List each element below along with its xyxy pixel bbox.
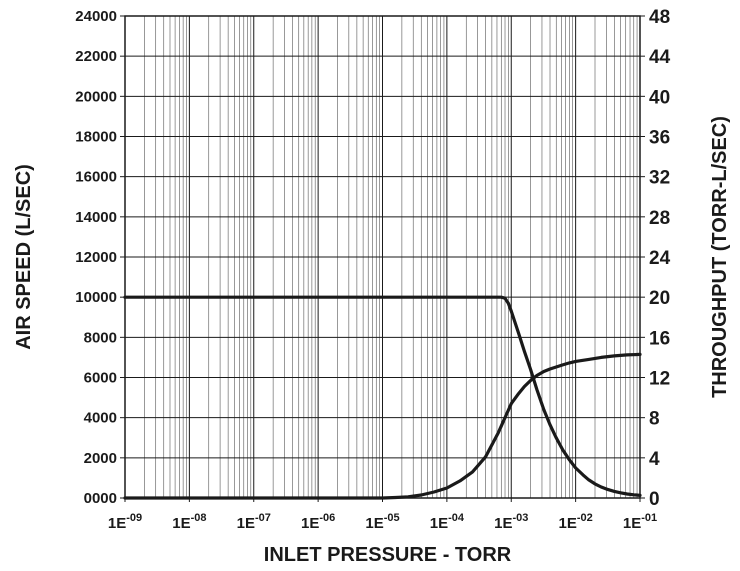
right-tick-label: 40 (649, 87, 670, 108)
x-tick-label: 1E-01 (623, 512, 657, 532)
right-tick-label: 44 (649, 47, 671, 68)
left-tick-label: 4000 (84, 410, 117, 427)
y2-axis-title: THROUGHPUT (TORR-L/SEC) (709, 116, 731, 398)
throughput-series-line (123, 352, 642, 500)
x-tick-label: 1E-05 (365, 512, 399, 532)
right-tick-label: 16 (649, 328, 670, 349)
air-speed-series-line (123, 295, 642, 497)
left-tick-label: 18000 (75, 129, 117, 146)
x-tick-label: 1E-03 (494, 512, 528, 532)
left-tick-label: 20000 (75, 88, 117, 105)
left-tick-label: 14000 (75, 209, 117, 226)
y-axis-title: AIR SPEED (L/SEC) (13, 164, 35, 350)
right-tick-label: 0 (649, 489, 660, 510)
left-tick-label: 8000 (84, 329, 117, 346)
right-tick-label: 36 (649, 128, 670, 149)
right-tick-label: 20 (649, 288, 670, 309)
left-tick-label: 12000 (75, 249, 117, 266)
x-axis-ticks: 1E-09 1E-08 1E-07 1E-06 1E-05 1E-04 1E-03 1E-02… (108, 498, 657, 532)
x-tick-label: 1E-09 (108, 512, 142, 532)
right-tick-label: 28 (649, 208, 670, 229)
left-axis-ticks: 0000 2000 4000 6000 8000 10000 12000 14000 16000… (75, 8, 125, 507)
x-axis-title: INLET PRESSURE - TORR (264, 544, 512, 566)
x-tick-label: 1E-08 (172, 512, 206, 532)
left-tick-label: 6000 (84, 370, 117, 387)
right-tick-label: 48 (649, 7, 670, 28)
right-tick-label: 12 (649, 369, 670, 390)
right-tick-label: 24 (649, 248, 671, 269)
series-layer (123, 295, 642, 500)
left-tick-label: 22000 (75, 48, 117, 65)
right-tick-label: 4 (649, 449, 660, 470)
x-tick-label: 1E-07 (237, 512, 271, 532)
left-tick-label: 24000 (75, 8, 117, 25)
left-tick-label: 2000 (84, 450, 117, 467)
right-tick-label: 8 (649, 409, 660, 430)
left-tick-label: 10000 (75, 289, 117, 306)
left-tick-label: 0000 (84, 490, 117, 507)
x-tick-label: 1E-04 (430, 512, 465, 532)
right-tick-label: 32 (649, 168, 670, 189)
major-gridlines (124, 16, 641, 498)
x-tick-label: 1E-06 (301, 512, 335, 532)
x-tick-label: 1E-02 (558, 512, 592, 532)
left-tick-label: 16000 (75, 169, 117, 186)
